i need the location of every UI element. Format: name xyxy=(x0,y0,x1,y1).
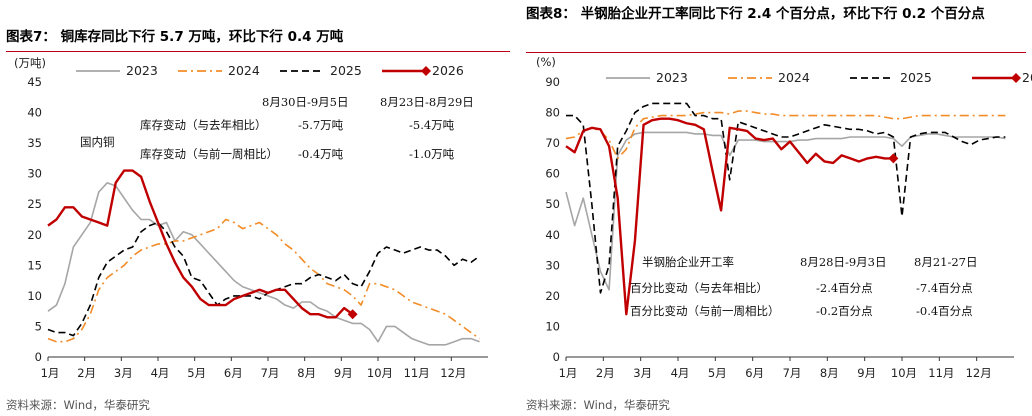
series-line-2025 xyxy=(47,221,481,337)
annotation-row-value1: -0.4万吨 xyxy=(298,147,344,161)
series-line-2023 xyxy=(565,131,1006,291)
y-tick-label: 50 xyxy=(545,197,560,211)
series-line-2026 xyxy=(47,169,354,319)
chart-panel-tire-utilization: 图表8： 半钢胎企业开工率同比下行 2.4 个百分点，环比下行 0.2 个百分点… xyxy=(516,0,1032,416)
title-divider xyxy=(526,52,1026,53)
y-tick-label: 30 xyxy=(545,258,560,272)
y-tick-label: 40 xyxy=(27,106,42,120)
annotation-row-value1: -5.7万吨 xyxy=(298,118,344,132)
annotation-col2-header: 8月23日-8月29日 xyxy=(380,95,474,109)
chart-panel-copy-inventory: 图表7： 铜库存同比下行 5.7 万吨，环比下行 0.4 万吨 (万吨) 0 5 10… xyxy=(6,29,510,412)
y-tick-label: 0 xyxy=(553,350,560,364)
series-line-2025 xyxy=(566,102,1006,294)
legend-label-2025: 2025 xyxy=(900,70,932,85)
annotation-row-label: 百分比变动（与去年相比） xyxy=(630,281,768,295)
x-tick-label: 3月 xyxy=(633,366,652,380)
x-tick-label: 6月 xyxy=(224,366,243,380)
legend-marker-2026 xyxy=(421,66,431,76)
y-tick-label: 35 xyxy=(27,136,42,150)
x-tick-label: 1月 xyxy=(41,366,60,380)
annotation-row-value2: -5.4万吨 xyxy=(409,118,455,132)
annotation-row-label: 百分比变动（与前一周相比） xyxy=(630,304,780,318)
y-tick-label: 45 xyxy=(27,75,42,89)
x-tick-label: 8月 xyxy=(297,366,316,380)
annotation-row-value1: -2.4百分点 xyxy=(816,281,873,295)
y-tick-label: 80 xyxy=(545,106,560,120)
x-tick-label: 4月 xyxy=(671,366,690,380)
x-tick-label: 2月 xyxy=(596,366,615,380)
y-tick-label: 25 xyxy=(27,197,42,211)
series-end-marker-2026 xyxy=(888,153,899,164)
y-tick-label: 20 xyxy=(27,228,42,242)
x-tick-label: 12月 xyxy=(966,366,992,380)
y-tick-label: 60 xyxy=(545,167,560,181)
legend-label-2025: 2025 xyxy=(330,63,362,78)
legend-label-2024: 2024 xyxy=(778,70,810,85)
legend-label-2024: 2024 xyxy=(228,63,260,78)
source-note: 资料来源：Wind，华泰研究 xyxy=(6,398,150,412)
legend-label-2026: 2026 xyxy=(432,63,464,78)
annotation-col1-header: 8月30日-9月5日 xyxy=(262,95,348,109)
y-tick-label: 30 xyxy=(27,167,42,181)
x-tick-label: 4月 xyxy=(151,366,170,380)
x-tick-label: 11月 xyxy=(928,366,954,380)
annotation-row-label: 库存变动（与去年相比） xyxy=(140,118,267,132)
y-tick-label: 15 xyxy=(27,258,42,272)
series-line-2024 xyxy=(47,218,481,343)
x-tick-label: 9月 xyxy=(857,366,876,380)
x-tick-label: 5月 xyxy=(708,366,727,380)
figure-title: 图表8： 半钢胎企业开工率同比下行 2.4 个百分点，环比下行 0.2 个百分点 xyxy=(526,6,985,22)
series-end-marker-2026 xyxy=(347,309,358,320)
legend-label-2023: 2023 xyxy=(126,63,158,78)
annotation-row-value2: -0.4百分点 xyxy=(916,304,973,318)
x-tick-label: 6月 xyxy=(745,366,764,380)
title-divider xyxy=(6,51,510,52)
y-tick-label: 70 xyxy=(545,136,560,150)
y-tick-label: 5 xyxy=(35,319,42,333)
annotation-col2-header: 8月21-27日 xyxy=(914,255,977,269)
x-tick-label: 7月 xyxy=(261,366,280,380)
x-tick-label: 3月 xyxy=(114,366,133,380)
annotation-label: 国内铜 xyxy=(80,135,115,149)
y-tick-label: 10 xyxy=(545,319,560,333)
y-tick-label: 20 xyxy=(545,289,560,303)
tire-utilization-chart: (%) 0 10 20 30 40 50 60 70 80 90 1月 2月 3月 4月 5月 6月 7月 8月 9月… xyxy=(536,55,1032,380)
y-tick-label: 10 xyxy=(27,289,42,303)
x-tick-label: 11月 xyxy=(404,366,430,380)
x-tick-label: 8月 xyxy=(820,366,839,380)
series-line-2026 xyxy=(565,117,894,316)
y-axis-unit: (万吨) xyxy=(14,56,46,70)
source-note: 资料来源：Wind，华泰研究 xyxy=(526,398,670,412)
x-tick-label: 2月 xyxy=(77,366,96,380)
x-tick-label: 10月 xyxy=(367,366,393,380)
annotation-row-value2: -7.4百分点 xyxy=(916,281,973,295)
annotation-col1-header: 8月28日-9月3日 xyxy=(800,255,886,269)
annotation-label: 半钢胎企业开工率 xyxy=(642,255,734,269)
annotation-row-label: 库存变动（与前一周相比） xyxy=(140,147,278,161)
x-tick-label: 12月 xyxy=(440,366,466,380)
x-tick-label: 10月 xyxy=(891,366,917,380)
legend-label-2026: 2026 xyxy=(1022,70,1032,85)
legend-marker-2026 xyxy=(1011,73,1021,83)
y-axis-unit: (%) xyxy=(536,55,556,69)
x-tick-label: 9月 xyxy=(334,366,353,380)
x-tick-label: 1月 xyxy=(559,366,578,380)
annotation-row-value2: -1.0万吨 xyxy=(409,147,455,161)
series-line-2023 xyxy=(47,182,480,346)
y-tick-label: 40 xyxy=(545,228,560,242)
x-tick-label: 5月 xyxy=(187,366,206,380)
y-tick-label: 90 xyxy=(545,75,560,89)
annotation-row-value1: -0.2百分点 xyxy=(816,304,873,318)
y-tick-label: 0 xyxy=(35,350,42,364)
x-tick-label: 7月 xyxy=(783,366,802,380)
legend-label-2023: 2023 xyxy=(656,70,688,85)
figure-title: 图表7： 铜库存同比下行 5.7 万吨，环比下行 0.4 万吨 xyxy=(6,29,344,45)
